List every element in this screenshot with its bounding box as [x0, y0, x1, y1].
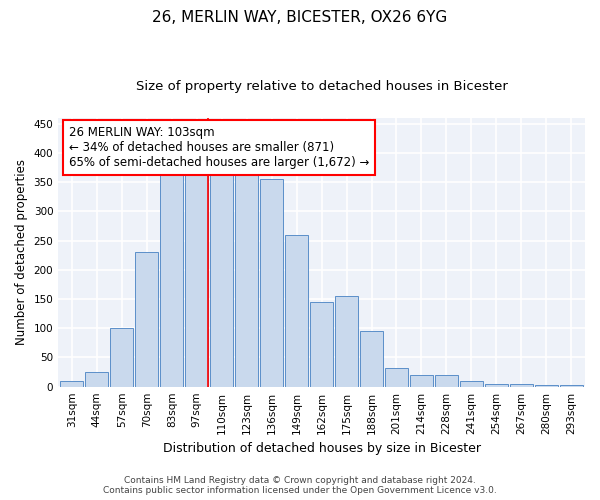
Bar [335, 296, 358, 386]
Bar [61, 381, 83, 386]
Bar [160, 174, 183, 386]
Bar [510, 384, 533, 386]
Text: 26 MERLIN WAY: 103sqm
← 34% of detached houses are smaller (871)
65% of semi-det: 26 MERLIN WAY: 103sqm ← 34% of detached … [69, 126, 369, 169]
Bar [360, 331, 383, 386]
Bar [485, 384, 508, 386]
Text: 26, MERLIN WAY, BICESTER, OX26 6YG: 26, MERLIN WAY, BICESTER, OX26 6YG [152, 10, 448, 25]
Text: Contains HM Land Registry data © Crown copyright and database right 2024.
Contai: Contains HM Land Registry data © Crown c… [103, 476, 497, 495]
Bar [110, 328, 133, 386]
Bar [535, 385, 558, 386]
Title: Size of property relative to detached houses in Bicester: Size of property relative to detached ho… [136, 80, 508, 93]
Bar [410, 375, 433, 386]
Bar [435, 375, 458, 386]
Bar [185, 170, 208, 386]
Bar [136, 252, 158, 386]
Bar [385, 368, 408, 386]
Bar [310, 302, 333, 386]
Y-axis label: Number of detached properties: Number of detached properties [15, 159, 28, 345]
Bar [560, 385, 583, 386]
X-axis label: Distribution of detached houses by size in Bicester: Distribution of detached houses by size … [163, 442, 481, 455]
Bar [285, 234, 308, 386]
Bar [235, 168, 258, 386]
Bar [85, 372, 109, 386]
Bar [460, 381, 483, 386]
Bar [210, 168, 233, 386]
Bar [260, 179, 283, 386]
